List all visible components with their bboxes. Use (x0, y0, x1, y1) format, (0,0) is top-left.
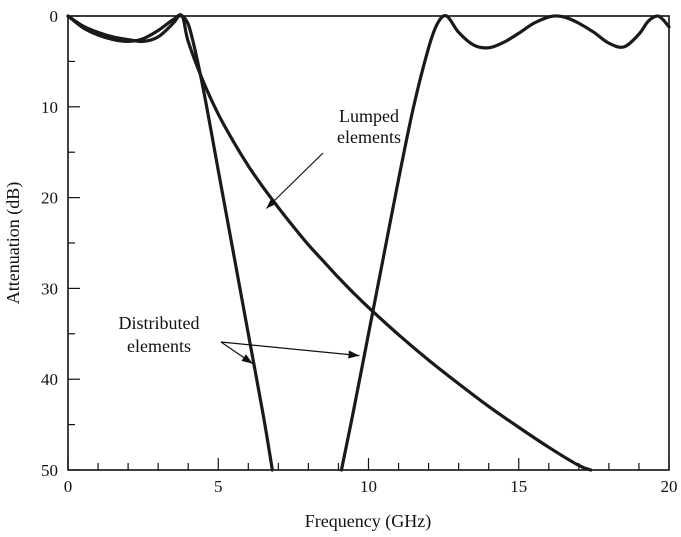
y-tick-label: 30 (41, 279, 58, 298)
y-axis-title: Attenuation (dB) (3, 182, 24, 304)
x-tick-label: 20 (661, 477, 678, 496)
series-lines (66, 13, 671, 472)
y-tick-label: 10 (41, 98, 58, 117)
series-line-lumped (66, 13, 593, 472)
arrow-distributed-right (220, 341, 360, 359)
x-tick-label: 0 (64, 477, 73, 496)
x-axis-title: Frequency (GHz) (305, 511, 431, 532)
series-line-distributed-2 (339, 14, 671, 472)
series-line-distributed-1 (66, 14, 274, 472)
x-tick-label: 10 (360, 477, 377, 496)
annotation-distributed-line2: elements (127, 336, 191, 356)
y-tick-label: 20 (41, 189, 58, 208)
annotation-lumped-line1: Lumped (339, 106, 399, 126)
y-tick-label: 50 (41, 461, 58, 480)
tick-labels: 0 5 10 15 20 0 10 20 30 40 50 (41, 7, 678, 496)
x-tick-label: 15 (510, 477, 527, 496)
annotation-lumped-line2: elements (337, 127, 401, 147)
plot-frame (67, 15, 670, 471)
y-tick-label: 40 (41, 370, 58, 389)
arrow-lumped (265, 152, 324, 209)
y-tick-label: 0 (50, 7, 59, 26)
x-tick-label: 5 (214, 477, 223, 496)
annotation-arrows (220, 152, 360, 365)
annotation-distributed-line1: Distributed (119, 313, 200, 333)
arrow-distributed-left (220, 341, 254, 365)
tick-marks (67, 15, 670, 471)
